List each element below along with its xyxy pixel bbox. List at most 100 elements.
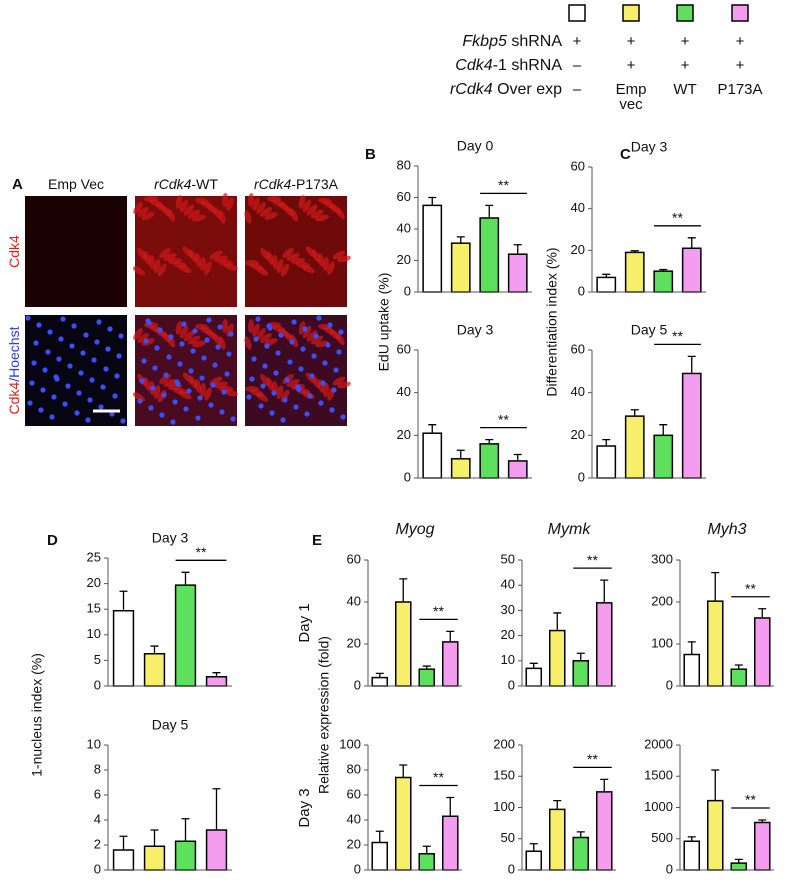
bar — [706, 600, 724, 687]
nucleus — [338, 329, 344, 335]
error-bar — [659, 424, 668, 436]
bar — [596, 445, 617, 479]
error-bar — [150, 645, 159, 654]
bar — [548, 629, 566, 687]
cell-signal — [280, 263, 290, 277]
column-header-part: -P173A — [291, 176, 338, 192]
error-bar — [446, 630, 455, 642]
y-tick-label: 25 — [87, 549, 101, 564]
nucleus — [316, 315, 322, 321]
y-tick-label: 0 — [578, 283, 585, 298]
error-bar — [576, 831, 585, 838]
bar — [525, 850, 543, 871]
bar — [525, 667, 543, 687]
nucleus — [219, 409, 225, 415]
y-tick-label: 4 — [94, 811, 101, 826]
nucleus — [264, 343, 270, 349]
error-bar — [711, 769, 720, 801]
nucleus — [51, 394, 57, 400]
nucleus — [186, 388, 192, 394]
condition-mark: + — [572, 33, 582, 50]
y-tick-label: 1500 — [644, 768, 673, 783]
error-bar — [687, 836, 696, 842]
chart-title: Myog — [395, 521, 434, 538]
y-tick-label: 20 — [397, 427, 411, 442]
condition-mark: + — [735, 57, 745, 74]
bar — [706, 799, 724, 871]
nucleus — [159, 412, 165, 418]
bar — [205, 676, 228, 687]
panel-label: E — [312, 532, 322, 549]
nucleus — [298, 366, 304, 372]
condition-mark: + — [626, 33, 636, 50]
condition-label-part: -1 shRNA — [493, 57, 563, 74]
nucleus — [74, 410, 80, 416]
nucleus — [163, 372, 169, 378]
y-tick-label: 0 — [354, 677, 361, 692]
nucleus — [255, 316, 261, 322]
bar — [112, 609, 135, 687]
column-header-part: rCdk4 — [254, 176, 292, 192]
cell-signal — [133, 328, 143, 340]
nucleus — [25, 315, 31, 321]
error-bar — [758, 819, 767, 823]
nucleus — [112, 393, 118, 399]
nucleus — [56, 356, 62, 362]
significance-label: ** — [587, 552, 598, 568]
cell-signal — [226, 197, 234, 211]
cell-signal — [335, 332, 345, 346]
y-tick-label: 0 — [666, 677, 673, 692]
y-axis-label: Relative expression (fold) — [316, 636, 332, 794]
nucleus — [201, 355, 207, 361]
nucleus — [80, 350, 86, 356]
error-bar — [181, 818, 190, 842]
y-tick-label: 20 — [347, 635, 361, 650]
cell-signal — [264, 212, 278, 220]
nucleus — [300, 346, 306, 352]
bar — [143, 845, 166, 871]
y-tick-label: 40 — [347, 593, 361, 608]
y-tick-label: 6 — [94, 786, 101, 801]
legend-swatch — [676, 4, 694, 22]
error-bar — [602, 273, 611, 278]
nucleus — [212, 362, 218, 368]
cell-signal — [183, 330, 195, 342]
nucleus — [31, 360, 37, 366]
cell-signal — [310, 335, 324, 345]
y-tick-label: 200 — [493, 736, 515, 751]
cell-signal — [298, 195, 306, 209]
nucleus — [246, 394, 252, 400]
nucleus — [83, 332, 89, 338]
nucleus — [42, 367, 48, 373]
condition-label-part: Cdk4 — [455, 57, 492, 74]
error-bar — [428, 424, 437, 434]
bar — [174, 584, 197, 687]
panel-label: A — [12, 176, 23, 193]
y-tick-label: 40 — [571, 384, 585, 399]
y-tick-label: 0 — [404, 469, 411, 484]
cell-signal — [244, 210, 252, 224]
nucleus — [152, 365, 158, 371]
nucleus — [304, 411, 310, 417]
nucleus — [40, 387, 46, 393]
y-tick-label: 0 — [508, 677, 515, 692]
bar — [205, 829, 228, 871]
bar — [681, 372, 702, 479]
chart-title: Day 0 — [457, 138, 494, 154]
nucleus — [116, 353, 122, 359]
nucleus — [226, 351, 232, 357]
nucleus — [192, 328, 198, 334]
nucleus — [278, 332, 284, 338]
cell-signal — [221, 319, 229, 333]
y-tick-label: 80 — [347, 761, 361, 776]
significance-label: ** — [672, 210, 683, 226]
nucleus — [49, 414, 55, 420]
y-tick-label: 0 — [578, 469, 585, 484]
nucleus — [118, 333, 124, 339]
cell-signal — [137, 207, 149, 217]
y-tick-label: 0 — [94, 861, 101, 876]
y-tick-label: 60 — [571, 158, 585, 173]
error-bar — [553, 799, 562, 810]
cell-signal — [209, 250, 223, 260]
cell-signal — [183, 204, 195, 216]
